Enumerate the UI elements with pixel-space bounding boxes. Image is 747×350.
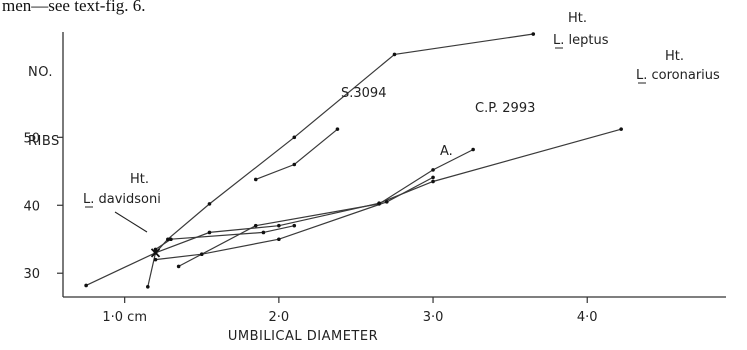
annotation-davidsoni-arrow — [114, 211, 148, 233]
series-1-point-1 — [292, 162, 297, 167]
series-line-0 — [147, 33, 534, 287]
series-5-point-2 — [261, 230, 266, 235]
series-0-point-0 — [146, 285, 150, 289]
annotation-davidsoni-line-2: L. davidsoni — [83, 192, 161, 207]
series-5-point-1 — [169, 237, 173, 242]
series-4-point-4 — [431, 175, 435, 180]
x-tick-label-2: 3·0 — [423, 310, 444, 325]
series-0-point-2 — [166, 237, 170, 242]
x-tick-label-1: 2·0 — [269, 310, 290, 325]
series-3-point-2 — [377, 202, 381, 206]
series-0-point-4 — [292, 135, 297, 140]
series-3-point-3 — [431, 168, 435, 172]
series-line-3 — [178, 149, 474, 267]
annotation-davidsoni: Ht. L. davidsoni — [83, 172, 161, 233]
series-1-point-0 — [253, 177, 258, 182]
page-caption: men—see text-fig. 6. — [2, 0, 146, 15]
series-0-point-6 — [531, 32, 536, 36]
annotation-davidsoni-line-1: Ht. — [130, 172, 149, 187]
y-axis-label-line-1: NO. — [28, 65, 53, 80]
x-tick-label-3: 4·0 — [577, 310, 598, 325]
series-points — [84, 32, 623, 289]
series-0-point-5 — [392, 52, 397, 57]
series-lines — [85, 33, 622, 287]
annotation-a: A. — [440, 144, 453, 159]
series-3-point-4 — [471, 147, 475, 152]
series-0-point-3 — [207, 202, 212, 206]
series-4-point-1 — [199, 252, 204, 256]
series-3-point-1 — [253, 223, 258, 228]
series-2-point-2 — [207, 230, 212, 235]
series-3-point-0 — [176, 264, 181, 269]
ticks-group: 1·0 cm 2·0 3·0 4·0 30 40 50 — [23, 131, 597, 325]
annotation-leptus-line-2: L. leptus — [553, 33, 609, 48]
annotation-cp2993: C.P. 2993 — [475, 101, 535, 116]
annotation-s3094-text: S.3094 — [341, 86, 386, 101]
series-5-point-3 — [292, 223, 297, 228]
annotation-coronarius: Ht. L. coronarius — [636, 49, 720, 84]
series-line-1 — [255, 128, 338, 180]
annotation-leptus-line-1: Ht. — [568, 11, 587, 26]
series-2-point-6 — [619, 127, 623, 131]
series-2-point-3 — [277, 223, 281, 228]
y-tick-label-0: 30 — [23, 267, 40, 282]
x-marker-stroke-2 — [150, 248, 161, 258]
series-4-point-0 — [153, 257, 158, 262]
series-4-point-3 — [384, 200, 389, 204]
annotation-a-text: A. — [440, 144, 453, 159]
davidsoni-x-marker — [150, 248, 161, 258]
series-2-point-5 — [431, 179, 435, 184]
series-1-point-2 — [335, 127, 340, 131]
y-tick-label-2: 50 — [23, 131, 40, 146]
series-line-5 — [155, 225, 295, 250]
x-tick-label-0: 1·0 cm — [102, 310, 147, 325]
series-5-point-0 — [153, 247, 158, 252]
series-4-point-2 — [277, 237, 281, 242]
annotation-coronarius-line-1: Ht. — [665, 49, 684, 64]
annotation-leptus: Ht. L. leptus — [553, 11, 609, 49]
annotation-s3094: S.3094 — [341, 86, 386, 101]
series-2-point-0 — [84, 283, 88, 288]
y-axis-label-line-2: RIBS — [28, 134, 60, 149]
x-axis-label: UMBILICAL DIAMETER — [228, 329, 378, 344]
y-tick-label-1: 40 — [23, 199, 40, 214]
annotation-cp2993-text: C.P. 2993 — [475, 101, 535, 116]
series-line-2 — [85, 128, 622, 286]
annotation-coronarius-line-2: L. coronarius — [636, 68, 720, 83]
